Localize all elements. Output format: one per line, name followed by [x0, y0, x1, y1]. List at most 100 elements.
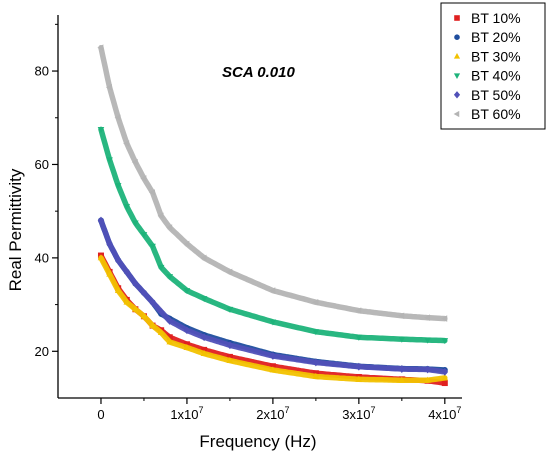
data-point-bt-60	[441, 315, 448, 322]
data-point-bt-60	[140, 175, 147, 182]
data-point-bt-10	[269, 363, 276, 370]
legend: BT 10% BT 20% BT 30% BT 40% BT 50% BT 60%	[440, 2, 546, 130]
data-point-bt-30	[157, 329, 165, 336]
data-point-bt-30	[97, 254, 105, 261]
data-point-bt-30	[114, 286, 122, 293]
data-point-bt-10	[166, 334, 173, 341]
data-point-bt-60	[166, 224, 173, 231]
data-point-bt-40	[424, 337, 431, 344]
legend-label-bt-40: BT 40%	[471, 68, 521, 84]
series-line-bt-40	[98, 126, 448, 344]
data-point-bt-60	[97, 44, 104, 51]
data-point-bt-50	[226, 341, 234, 350]
series-bt-30	[97, 254, 449, 384]
data-point-bt-50	[97, 216, 105, 225]
data-point-bt-50	[140, 289, 148, 297]
data-point-bt-60	[200, 254, 207, 262]
data-point-bt-40	[441, 338, 449, 345]
data-point-bt-40	[149, 243, 156, 250]
data-point-bt-50	[269, 352, 277, 360]
data-point-bt-40	[200, 296, 208, 303]
x-tick-label: 3x107	[342, 405, 375, 422]
chart-annotation: SCA 0.010	[222, 64, 295, 81]
y-tick-label: 60	[35, 157, 49, 172]
y-tick-label: 40	[35, 250, 49, 265]
data-point-bt-60	[148, 189, 155, 196]
data-point-bt-60	[355, 307, 362, 314]
data-point-bt-30	[269, 366, 277, 373]
data-point-bt-30	[200, 350, 208, 357]
data-point-bt-30	[226, 357, 234, 364]
legend-label-bt-50: BT 50%	[471, 87, 521, 103]
data-point-bt-40	[226, 306, 234, 313]
data-point-bt-40	[140, 232, 148, 239]
series-bt-50	[97, 216, 449, 376]
data-point-bt-50	[355, 362, 363, 371]
data-point-bt-40	[97, 127, 105, 134]
legend-marker-bt-60	[453, 110, 460, 118]
data-point-bt-30	[424, 376, 431, 383]
legend-box	[440, 2, 546, 130]
series-bt-60	[97, 44, 448, 322]
data-point-bt-10	[226, 353, 233, 360]
data-point-bt-50	[398, 365, 406, 373]
data-point-bt-60	[183, 240, 190, 248]
legend-marker-bt-30	[453, 53, 461, 59]
data-point-bt-40	[398, 336, 406, 343]
data-point-bt-60	[114, 114, 121, 122]
data-point-bt-40	[183, 288, 191, 295]
x-tick-label: 0	[97, 407, 104, 422]
data-point-bt-30	[149, 322, 156, 329]
legend-marker-bt-50	[453, 91, 461, 99]
data-point-bt-40	[355, 334, 363, 341]
x-axis-title: Frequency (Hz)	[199, 432, 316, 451]
data-point-bt-60	[157, 212, 164, 220]
data-point-bt-60	[269, 287, 276, 294]
series-line-bt-60	[98, 44, 448, 322]
data-point-bt-30	[441, 374, 449, 381]
data-point-bt-60	[123, 140, 130, 147]
x-tick-label: 1x107	[170, 405, 203, 422]
data-point-bt-60	[226, 268, 233, 276]
data-point-bt-30	[312, 372, 320, 379]
data-point-bt-40	[312, 329, 320, 336]
data-point-bt-30	[355, 375, 363, 382]
data-point-bt-50	[424, 365, 431, 374]
legend-marker-bt-20	[454, 34, 460, 40]
data-point-bt-40	[132, 220, 139, 227]
data-point-bt-50	[114, 256, 122, 265]
data-point-bt-60	[131, 158, 138, 166]
data-point-bt-60	[424, 314, 431, 321]
data-point-bt-50	[183, 326, 191, 335]
legend-label-bt-60: BT 60%	[471, 106, 521, 122]
data-point-bt-40	[269, 319, 277, 326]
data-point-bt-50	[441, 367, 449, 376]
data-point-bt-30	[106, 270, 113, 277]
data-point-bt-30	[123, 298, 131, 305]
x-tick-label: 4x107	[428, 405, 461, 422]
data-point-bt-40	[106, 157, 113, 164]
data-point-bt-40	[123, 204, 131, 211]
y-tick-label: 80	[35, 64, 49, 79]
data-point-bt-50	[132, 279, 139, 288]
legend-label-bt-30: BT 30%	[471, 48, 521, 64]
data-point-bt-50	[166, 317, 174, 325]
legend-marker-bt-40	[453, 73, 461, 79]
data-point-bt-40	[166, 274, 174, 281]
data-point-bt-50	[312, 358, 320, 367]
plot-area	[97, 44, 449, 387]
data-point-bt-10	[201, 346, 208, 353]
legend-marker-bt-10	[454, 15, 460, 21]
legend-label-bt-10: BT 10%	[471, 10, 521, 26]
y-axis-title: Real Permittivity	[6, 168, 25, 291]
data-point-bt-50	[157, 307, 165, 316]
data-point-bt-30	[398, 376, 406, 383]
data-point-bt-30	[166, 338, 174, 345]
data-point-bt-60	[398, 312, 405, 320]
axes: 20 40 60 80 0 1x107 2x107 3x107 4x107	[35, 15, 462, 422]
data-point-bt-10	[441, 380, 448, 387]
data-point-bt-30	[183, 343, 191, 350]
y-tick-label: 20	[35, 344, 49, 359]
data-point-bt-50	[149, 298, 156, 307]
